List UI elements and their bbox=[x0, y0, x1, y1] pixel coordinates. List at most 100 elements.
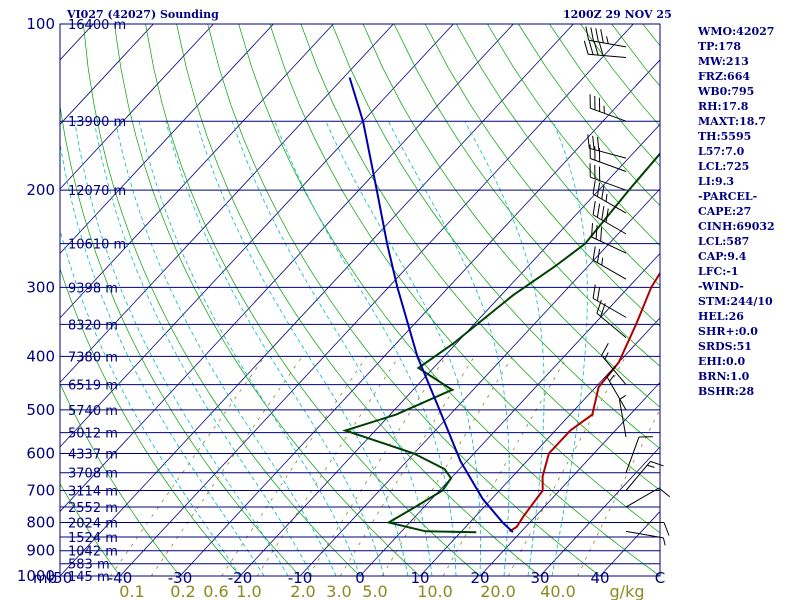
moist-adiabat bbox=[196, 121, 409, 576]
wind-barb-flag bbox=[589, 163, 591, 178]
moist-adiabat bbox=[60, 140, 265, 576]
wind-barb bbox=[625, 460, 664, 491]
sounding-index-item: FRZ:664 bbox=[698, 70, 751, 83]
pressure-unit-label: mb bbox=[33, 569, 57, 587]
sounding-index-item: MW:213 bbox=[698, 55, 749, 68]
mixing-ratio-label: 10.0 bbox=[417, 582, 453, 600]
wind-barb-flag bbox=[600, 227, 603, 242]
wind-barb-flag bbox=[596, 248, 601, 263]
height-label: 10610 m bbox=[68, 238, 126, 253]
pressure-tick-label: 1000 bbox=[17, 567, 55, 585]
sounding-series bbox=[342, 77, 660, 534]
isotherm-line bbox=[479, 381, 660, 576]
wind-barb-flag bbox=[595, 28, 599, 43]
wind-barb-flag bbox=[600, 303, 606, 317]
height-label: 2024 m bbox=[68, 517, 118, 532]
wind-barb-flag bbox=[594, 95, 596, 110]
mixing-ratio-label: 40.0 bbox=[540, 582, 576, 600]
isotherm-line bbox=[60, 24, 214, 190]
wind-barb-staff bbox=[592, 259, 627, 280]
sounding-index-item: SRDS:51 bbox=[698, 340, 752, 353]
wind-barb-flag bbox=[594, 164, 596, 179]
wind-barb-flag bbox=[598, 166, 601, 181]
wind-barb-flag bbox=[592, 246, 596, 261]
moist-adiabat bbox=[274, 121, 457, 576]
wind-barb-staff bbox=[590, 107, 627, 122]
wind-barb bbox=[587, 134, 627, 159]
mixing-ratio-label: 1.0 bbox=[236, 582, 261, 600]
wind-barb-half-flag bbox=[619, 394, 627, 400]
wind-barb-staff bbox=[625, 530, 664, 539]
sounding-index-item: -PARCEL- bbox=[698, 190, 758, 203]
wind-barb-staff bbox=[596, 312, 627, 339]
temperature-tick-label: -30 bbox=[168, 569, 193, 587]
sounding-index-item: TP:178 bbox=[698, 40, 742, 53]
wind-barb bbox=[589, 94, 627, 122]
wind-barb bbox=[625, 530, 666, 546]
mixing-ratio-line bbox=[110, 356, 266, 576]
isotherm-line bbox=[60, 24, 574, 576]
wind-barb-staff bbox=[625, 436, 640, 473]
sounding-index-item: LCL:587 bbox=[698, 235, 750, 248]
wind-barb-flag bbox=[663, 522, 670, 536]
mixing-ratio-label: 0.2 bbox=[170, 582, 195, 600]
mixing-ratio-label: 5.0 bbox=[362, 582, 387, 600]
pressure-tick-label: 300 bbox=[26, 278, 55, 296]
pressure-tick-label: 600 bbox=[26, 445, 55, 463]
wind-barb-staff bbox=[588, 39, 627, 48]
height-label: 3708 m bbox=[68, 467, 118, 482]
isotherm-line bbox=[60, 24, 394, 384]
wind-barb-flag bbox=[605, 208, 609, 223]
wind-barb bbox=[589, 163, 627, 191]
temperature-tick-label: C bbox=[655, 569, 665, 587]
wind-barb-flag bbox=[591, 223, 594, 238]
wind-barb-flag bbox=[596, 203, 601, 218]
wind-barb-staff bbox=[625, 487, 660, 508]
wind-barb-staff bbox=[591, 236, 627, 254]
sounding-index-item: STM:244/10 bbox=[698, 295, 773, 308]
wind-barb-flag bbox=[606, 365, 617, 378]
wind-barb-flag bbox=[592, 135, 595, 150]
wind-barb-flag bbox=[589, 94, 591, 109]
mixing-ratio-label: 0.6 bbox=[203, 582, 228, 600]
wind-barb-flag bbox=[596, 299, 602, 314]
height-label: 2552 m bbox=[68, 501, 118, 516]
wind-barb-half-flag bbox=[603, 105, 605, 114]
sounding-index-item: MAXT:18.7 bbox=[698, 115, 766, 128]
height-label: 1524 m bbox=[68, 531, 118, 546]
wind-barb-half-flag bbox=[662, 537, 666, 546]
wind-barb-half-flag bbox=[605, 193, 608, 202]
wind-barb-flag bbox=[600, 29, 604, 43]
sounding-index-item: -WIND- bbox=[698, 280, 744, 293]
wind-barb-staff bbox=[592, 297, 627, 318]
wind-barb bbox=[625, 436, 653, 473]
wind-barb-flag bbox=[596, 287, 601, 301]
wind-barb-staff bbox=[592, 193, 627, 214]
height-label: 16400 m bbox=[68, 18, 126, 33]
moist-adiabat bbox=[138, 121, 361, 576]
moist-adiabat bbox=[388, 121, 510, 576]
height-label: 9398 m bbox=[68, 281, 118, 296]
sounding-index-item: SHR+:0.0 bbox=[698, 325, 758, 338]
wind-barb bbox=[592, 180, 627, 214]
wind-barb-staff bbox=[592, 214, 627, 235]
wind-barb-staff bbox=[606, 376, 627, 411]
temperature-line bbox=[508, 271, 660, 533]
sounding-index-item: TH:5595 bbox=[698, 130, 752, 143]
mixing-ratio-label: 20.0 bbox=[480, 582, 516, 600]
wind-barb bbox=[596, 299, 627, 339]
sounding-index-item: CINH:69032 bbox=[698, 220, 775, 233]
dry-adiabat bbox=[145, 24, 481, 576]
sounding-index-item: BSHR:28 bbox=[698, 385, 755, 398]
mixing-ratio-label: g/kg bbox=[610, 582, 645, 600]
wind-barb-flag bbox=[592, 180, 596, 195]
isotherm-line bbox=[60, 24, 334, 319]
wind-barb-flag bbox=[596, 182, 601, 197]
wind-barb-flag bbox=[593, 41, 599, 56]
wind-barb-staff bbox=[625, 461, 651, 491]
height-label: 583 m bbox=[68, 558, 110, 573]
mixing-ratio-line bbox=[256, 356, 400, 576]
height-label: 3114 m bbox=[68, 484, 118, 499]
parcel-path-line bbox=[348, 77, 514, 533]
